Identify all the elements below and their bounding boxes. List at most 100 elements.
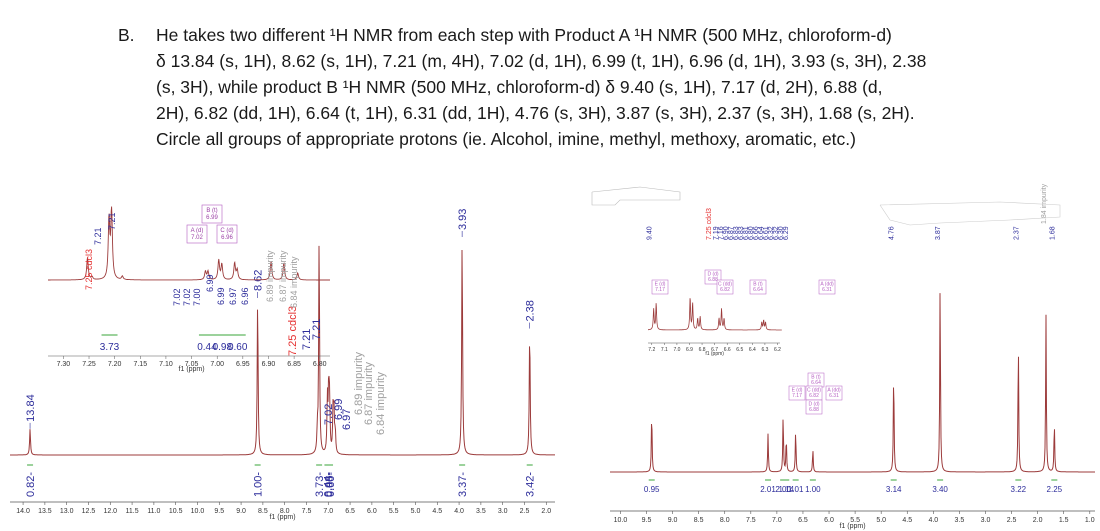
integral-value: 3.37- <box>457 472 469 497</box>
product-a-nmr-spectrum: 14.0 13.5 13.0 12.5 12.0 11.5 11.0 10.5 10.0 9.5 9… <box>10 204 555 521</box>
svg-text:E (d): E (d) <box>792 388 803 394</box>
product-b-nmr-spectrum: 10.0 9.5 9.0 8.5 8.0 7.5 7.0 6.5 6.0 5.5 5.0 4.5 4.0… <box>591 183 1095 530</box>
x-tick-label: 5.0 <box>411 508 421 515</box>
peak-label: 6.30 <box>778 226 785 240</box>
integral-value: 1.01 <box>788 485 804 494</box>
x-tick-label: 2.5 <box>1007 517 1017 524</box>
svg-text:7.02: 7.02 <box>191 235 203 241</box>
svg-text:6.88: 6.88 <box>708 277 718 283</box>
peak-label: 4.76 <box>889 226 896 240</box>
peak-label: 6.29 <box>783 226 790 240</box>
x-tick-label: 9.5 <box>642 517 652 524</box>
x-tick-label: 3.5 <box>955 517 965 524</box>
x-tick-label: 8.0 <box>720 517 730 524</box>
inset-peak-label: 6.99 <box>205 274 215 292</box>
svg-text:C (d): C (d) <box>220 228 233 234</box>
inset-x-tick: 6.80 <box>313 361 327 368</box>
inset-integral-value: 0.60 <box>228 342 248 353</box>
inset-x-tick: 7.0 <box>673 347 680 353</box>
svg-text:D (d): D (d) <box>707 272 718 278</box>
multiplet-box: E (d)7.17 <box>788 385 806 401</box>
x-tick-label: 6.5 <box>798 517 808 524</box>
peak-label: 7.25 cdcl3 <box>287 306 299 356</box>
peak-label: 7.21 <box>311 319 323 340</box>
x-tick-label: 10.5 <box>169 508 183 515</box>
x-tick-label: 2.5 <box>520 508 530 515</box>
inset-spectrum-trace <box>48 206 330 281</box>
integral-value: 0.82- <box>25 472 37 497</box>
inset-integral-value: 3.73 <box>100 342 120 353</box>
svg-text:6.82: 6.82 <box>720 287 730 293</box>
inset-x-tick: 6.8 <box>699 347 706 353</box>
x-tick-label: 1.5 <box>1059 517 1069 524</box>
x-tick-label: 10.0 <box>191 508 205 515</box>
inset-peak-label: 7.00 <box>192 288 202 306</box>
x-tick-label: 5.0 <box>876 517 886 524</box>
integral-value: 3.40 <box>932 485 948 494</box>
integral-value: 3.14 <box>886 485 902 494</box>
multiplet-box: C (dd)6.82 <box>716 279 734 295</box>
inset-x-tick: 6.2 <box>774 347 781 353</box>
peak-label: 6.99 <box>333 399 345 420</box>
svg-text:7.17: 7.17 <box>792 393 802 399</box>
x-tick-label: 6.5 <box>345 508 355 515</box>
x-tick-label: 4.5 <box>432 508 442 515</box>
x-tick-label: 11.0 <box>147 508 160 515</box>
spectrum-trace <box>610 293 1095 473</box>
question-line-3: (s, 3H), while product B ¹H NMR (500 MHz… <box>156 77 883 97</box>
inset-x-tick: 7.05 <box>185 361 199 368</box>
svg-text:6.82: 6.82 <box>809 393 819 399</box>
integral-value: 0.60- <box>325 472 337 497</box>
multiplet-box: D (d)6.88 <box>805 399 823 415</box>
x-tick-label: 5.5 <box>389 508 399 515</box>
inset-peak-label: 7.21 <box>93 227 103 245</box>
inset-x-tick: 7.30 <box>57 361 71 368</box>
integral-value: 1.14 <box>778 485 794 494</box>
peak-label: 6.66 <box>753 226 760 240</box>
inset-x-tick: 7.20 <box>108 361 122 368</box>
multiplet-box: A (dd)6.31 <box>825 385 843 401</box>
peak-label: 6.61 <box>763 226 770 240</box>
spectrum-trace <box>10 245 555 456</box>
inset-peak-label: 7.21 <box>107 212 117 230</box>
x-axis-label: f1 (ppm) <box>839 523 865 530</box>
inset-integral-value: 0.98 <box>213 342 233 353</box>
inset-peak-label: 6.87 impurity <box>278 250 288 302</box>
x-tick-label: 7.0 <box>772 517 782 524</box>
x-tick-label: 7.5 <box>746 517 756 524</box>
inset-peak-label: 7.02 <box>172 288 182 306</box>
x-tick-label: 3.0 <box>981 517 991 524</box>
x-tick-label: 14.0 <box>16 508 30 515</box>
inset-x-tick: 6.95 <box>236 361 250 368</box>
multiplet-box: C (dd)6.82 <box>805 385 823 401</box>
integral-value: 3.42- <box>525 472 537 497</box>
multiplet-box: B (t)6.99 <box>201 204 223 224</box>
svg-text:6.64: 6.64 <box>753 287 763 293</box>
svg-text:7.17: 7.17 <box>655 287 665 293</box>
question-line-4: 2H), 6.82 (dd, 1H), 6.64 (t, 1H), 6.31 (… <box>156 103 915 123</box>
inset-x-tick: 6.4 <box>749 347 756 353</box>
svg-text:6.99: 6.99 <box>206 215 218 221</box>
svg-text:6.88: 6.88 <box>809 407 819 413</box>
inset-x-tick: 7.15 <box>133 361 147 368</box>
inset-spectrum-trace <box>648 298 782 331</box>
peak-label: 6.64 <box>758 226 765 240</box>
x-tick-label: 2.0 <box>541 508 551 515</box>
inset-x-tick: 7.25 <box>82 361 96 368</box>
x-tick-label: 9.0 <box>668 517 678 524</box>
inset-x-tick: 6.7 <box>711 347 718 353</box>
integral-value: 1.00- <box>253 472 265 497</box>
peak-label: 9.40 <box>647 226 654 240</box>
svg-text:6.64: 6.64 <box>811 380 821 386</box>
svg-text:6.96: 6.96 <box>221 235 233 241</box>
inset-x-tick: 6.90 <box>262 361 276 368</box>
x-tick-label: 4.5 <box>902 517 912 524</box>
inset-x-tick: 6.85 <box>287 361 301 368</box>
integral-value: 2.25 <box>1047 485 1063 494</box>
integral-value: 0.95 <box>644 485 660 494</box>
x-tick-label: 13.5 <box>38 508 52 515</box>
question-marker: B. <box>118 25 135 45</box>
question-line-5: Circle all groups of appropriate protons… <box>156 129 856 149</box>
peak-label: 6.83 <box>733 226 740 240</box>
inset-x-tick: 7.1 <box>661 347 668 353</box>
